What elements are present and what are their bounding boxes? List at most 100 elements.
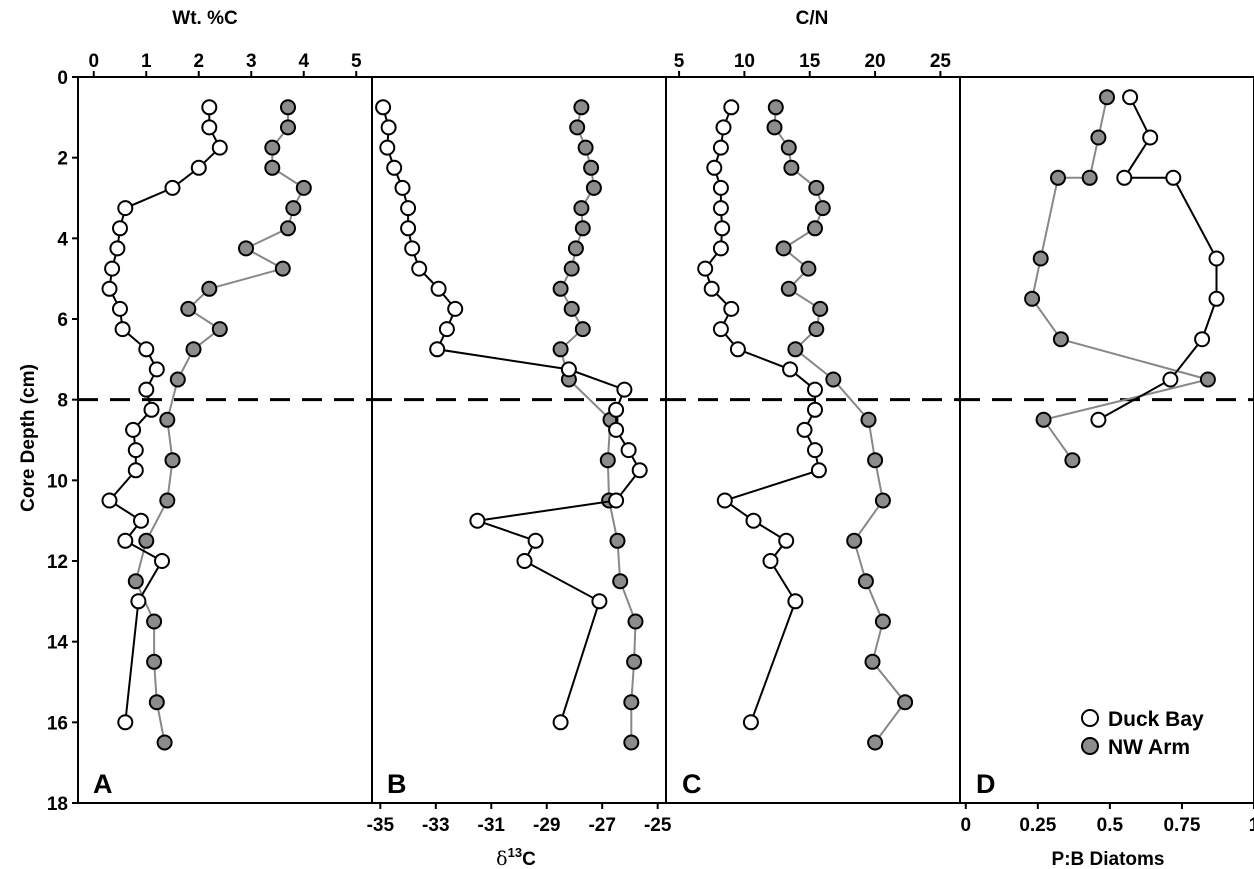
panel-c-point-duck-bay — [712, 200, 729, 217]
panel-d-point-nw-arm — [1024, 290, 1041, 307]
panel-a-point-duck-bay — [133, 512, 149, 529]
panel-c-point-nw-arm — [800, 260, 817, 277]
panel-c-point-nw-arm — [846, 532, 863, 549]
panel-c-point-duck-bay — [762, 553, 779, 569]
panel-d-line-duck-bay — [1097, 96, 1218, 421]
panel-a-point-duck-bay — [164, 179, 181, 196]
panel-b-point-duck-bay — [616, 381, 633, 398]
panel-a-point-nw-arm — [146, 653, 163, 670]
panel-a-point-duck-bay — [127, 462, 144, 479]
panel-a-point-duck-bay — [101, 492, 118, 509]
panel-b-point-nw-arm — [626, 653, 643, 670]
panel-c-point-nw-arm — [867, 734, 884, 751]
panel-d-point-duck-bay — [1208, 290, 1225, 307]
panel-a-point-duck-bay — [154, 553, 170, 569]
panel-a-point-duck-bay — [125, 421, 142, 438]
panel-b-x-tick-label: -29 — [533, 815, 560, 836]
y-tick-label: 8 — [57, 391, 68, 412]
panel-d-point-duck-bay — [1162, 371, 1179, 388]
panel-c-point-duck-bay — [703, 280, 720, 297]
panel-b-point-duck-bay — [591, 593, 608, 610]
panel-c-point-duck-bay — [716, 492, 733, 509]
panel-b-point-duck-bay — [394, 179, 411, 196]
panel-a-point-duck-bay — [104, 260, 121, 277]
panel-b-point-duck-bay — [438, 321, 455, 338]
panel-a-point-duck-bay — [117, 200, 134, 217]
panel-a-x-tick-label: 1 — [141, 51, 152, 72]
legend-marker-nw-arm — [1081, 737, 1099, 755]
panel-a-point-duck-bay — [148, 361, 165, 378]
panel-a-point-duck-bay — [138, 341, 155, 358]
panel-d-point-duck-bay — [1142, 129, 1159, 146]
panel-a-point-nw-arm — [201, 280, 218, 297]
panel-d-point-duck-bay — [1194, 331, 1211, 348]
panel-a-point-nw-arm — [295, 179, 312, 196]
panel-a-line-nw-arm — [134, 107, 306, 743]
panel-d-point-duck-bay — [1122, 89, 1139, 106]
panel-c-point-nw-arm — [857, 573, 874, 590]
panel-a-x-tick-label: 3 — [246, 51, 257, 72]
panel-b-point-nw-arm — [569, 119, 586, 136]
panel-b-point-duck-bay — [620, 442, 637, 459]
panel-c-label: C — [682, 769, 702, 799]
panel-c-point-nw-arm — [825, 371, 842, 388]
panel-a-point-duck-bay — [138, 381, 155, 398]
panel-a-point-nw-arm — [156, 734, 173, 751]
panel-c-point-duck-bay — [712, 179, 729, 196]
panel-b-point-nw-arm — [583, 159, 600, 176]
panel-d-point-nw-arm — [1064, 452, 1081, 469]
panel-b-point-nw-arm — [567, 240, 584, 257]
panel-b-x-tick-label: -35 — [367, 815, 395, 836]
panel-b-point-duck-bay — [379, 139, 396, 156]
panel-d-x-tick-label: 0.25 — [1019, 815, 1056, 836]
panel-a-point-nw-arm — [280, 119, 296, 136]
panel-b-point-nw-arm — [627, 613, 644, 630]
panel-b-point-duck-bay — [386, 159, 403, 176]
panel-a-point-nw-arm — [138, 532, 155, 549]
panel-a-point-duck-bay — [117, 714, 134, 731]
panel-d-x-axis-title: P:B Diatoms — [1052, 849, 1165, 869]
panel-b-point-duck-bay — [608, 401, 625, 418]
panel-b-point-duck-bay — [552, 714, 569, 731]
panel-a-point-nw-arm — [285, 200, 302, 217]
panel-c-line-nw-arm — [773, 107, 907, 744]
panel-c-point-nw-arm — [780, 139, 797, 156]
panel-d-point-nw-arm — [1099, 89, 1115, 106]
panel-c-x-tick-label: 25 — [930, 51, 952, 72]
panel-b-point-duck-bay — [375, 99, 392, 116]
panel-a-point-nw-arm — [238, 240, 254, 257]
y-tick-label: 14 — [47, 633, 69, 654]
panel-c-x-tick-label: 10 — [734, 51, 755, 72]
legend: Duck Bay NW Arm — [1081, 708, 1204, 759]
panel-c-point-duck-bay — [745, 512, 762, 529]
panel-a-point-nw-arm — [211, 321, 228, 338]
panel-a-point-duck-bay — [127, 442, 144, 459]
panel-a-frame — [77, 76, 373, 804]
panel-b-line-nw-arm — [559, 107, 637, 743]
y-tick-label: 16 — [47, 713, 68, 734]
y-tick-label: 2 — [57, 149, 68, 170]
panel-b-point-duck-bay — [411, 260, 428, 277]
panel-c-point-duck-bay — [706, 159, 723, 176]
panel-b-point-nw-arm — [623, 734, 640, 751]
panel-d-line-nw-arm — [1031, 96, 1212, 461]
panel-b-point-nw-arm — [612, 573, 629, 590]
y-tick-label: 0 — [57, 68, 68, 89]
panel-a-point-nw-arm — [264, 139, 281, 156]
panel-b-label: B — [387, 769, 407, 799]
panel-b-point-nw-arm — [609, 532, 626, 549]
panel-d-x-tick-label: 0.5 — [1097, 815, 1124, 836]
panel-a-point-duck-bay — [112, 220, 128, 237]
panel-c-line-duck-bay — [704, 106, 821, 723]
panel-d-point-nw-arm — [1032, 250, 1049, 267]
panel-b-x-tick-label: -31 — [478, 815, 506, 836]
panel-a-point-duck-bay — [130, 593, 147, 610]
panel-d-point-nw-arm — [1090, 129, 1107, 146]
panel-d-x-tick-label: 1 — [1249, 815, 1254, 836]
panel-b-point-nw-arm — [574, 321, 591, 338]
y-tick-label: 6 — [57, 310, 68, 331]
panel-b-point-duck-bay — [447, 300, 464, 317]
panel-a-point-nw-arm — [280, 220, 296, 237]
panel-c-point-duck-bay — [723, 300, 740, 317]
